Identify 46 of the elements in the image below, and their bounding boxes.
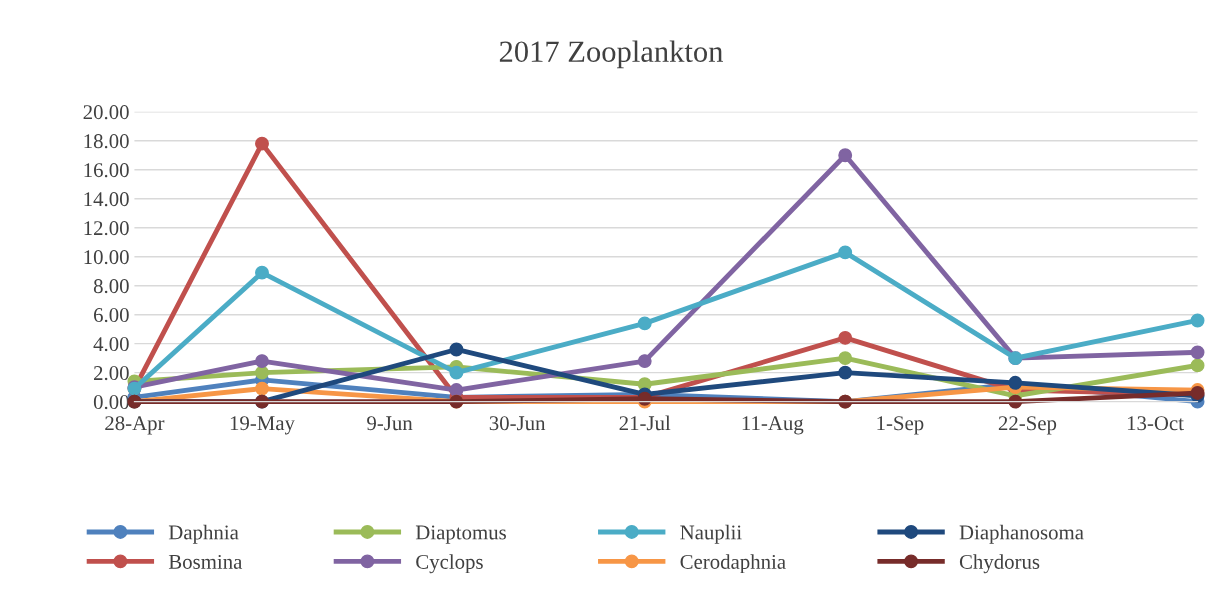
- legend-label: Chydorus: [959, 554, 1040, 574]
- point: [255, 265, 269, 280]
- point: [838, 351, 853, 366]
- x-tick-label: 19-May: [230, 416, 295, 435]
- y-tick-label: 8.00: [93, 279, 129, 294]
- point: [255, 381, 269, 396]
- point: [1190, 358, 1205, 373]
- y-tick-label: 4.00: [93, 337, 129, 352]
- point: [838, 148, 853, 163]
- point: [449, 342, 464, 357]
- point: [255, 365, 269, 380]
- x-tick-label: 1-Sep: [877, 416, 924, 435]
- y-tick-label: 20.00: [83, 105, 129, 120]
- point: [449, 365, 464, 380]
- x-tick-label: 11-Aug: [742, 416, 804, 435]
- point: [1190, 345, 1205, 360]
- y-tick-label: 14.00: [84, 192, 129, 207]
- legend-label: Diaptomus: [415, 525, 506, 544]
- x-tick-label: 28-Apr: [105, 416, 165, 435]
- y-tick-label: 2.00: [94, 366, 129, 381]
- y-tick-label: 18.00: [84, 134, 129, 149]
- x-tick-label: 9-Jun: [367, 416, 413, 431]
- legend-label: Bosmina: [168, 554, 243, 569]
- y-tick-label: 16.00: [84, 163, 129, 178]
- point: [838, 245, 853, 260]
- legend-label: Cyclops: [416, 554, 483, 574]
- y-tick-label: 0.00: [93, 395, 129, 410]
- chart-title: 2017 Zooplankton: [499, 40, 723, 69]
- legend-label: Cerodaphnia: [680, 554, 786, 574]
- point: [255, 136, 269, 151]
- legend-label: Nauplii: [680, 524, 742, 544]
- x-tick-label: 21-Jul: [619, 415, 671, 431]
- point: [637, 354, 652, 369]
- legend-label: Daphnia: [168, 524, 239, 544]
- point: [255, 354, 269, 369]
- x-tick-label: 13-Oct: [1127, 416, 1184, 431]
- y-tick-label: 10.00: [84, 250, 129, 265]
- point: [1190, 313, 1205, 328]
- point: [838, 365, 853, 380]
- point: [838, 330, 853, 345]
- y-tick-label: 6.00: [94, 308, 129, 323]
- x-tick-label: 22-Sep: [998, 416, 1057, 435]
- point: [637, 316, 652, 331]
- legend-label: Diaphanosoma: [959, 524, 1084, 544]
- x-tick-label: 30-Jun: [489, 416, 546, 431]
- y-tick-label: 12.00: [84, 221, 129, 236]
